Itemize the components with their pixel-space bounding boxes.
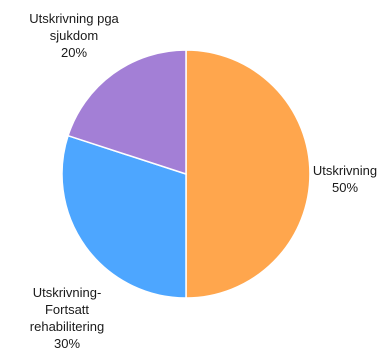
slice-label-line: Utskrivning	[312, 163, 378, 178]
pie-slice-1	[61, 134, 187, 299]
slice-label-fortsatt-rehabilitering: Utskrivning- Fortsatt rehabilitering 30%	[2, 284, 132, 352]
slice-percent: 30%	[53, 336, 81, 351]
slice-label-utskrivning: Utskrivning 50%	[300, 162, 390, 196]
slice-label-pga-sjukdom: Utskrivning pga sjukdom 20%	[4, 10, 144, 61]
slice-label-line: Utskrivning pga	[29, 11, 119, 26]
slice-label-line: sjukdom	[49, 28, 99, 43]
slice-label-line: Fortsatt	[44, 302, 90, 317]
slice-label-line: Utskrivning-	[32, 285, 102, 300]
slice-label-line: rehabilitering	[29, 319, 105, 334]
slice-percent: 20%	[60, 45, 88, 60]
slice-percent: 50%	[331, 180, 359, 195]
pie-slice-0	[185, 49, 311, 299]
pie-slice-2	[67, 49, 187, 176]
